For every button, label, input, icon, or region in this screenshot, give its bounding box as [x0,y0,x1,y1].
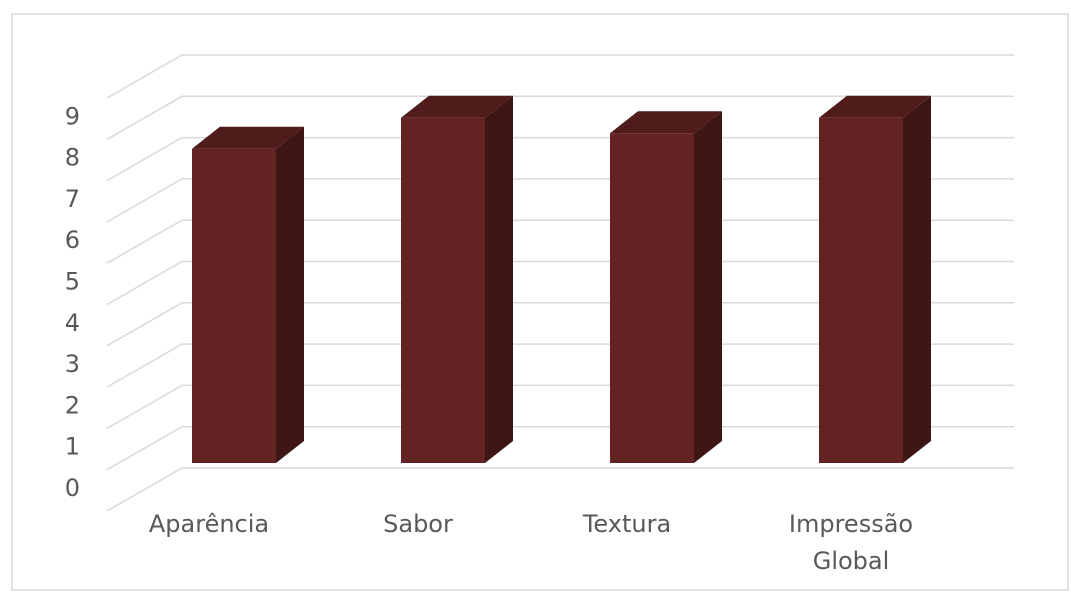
bar-top [192,126,304,149]
gridline-7 [106,178,1014,223]
bar-side [903,95,931,464]
category-label: Textura [582,510,671,538]
y-tick-label: 6 [65,226,80,254]
category-label: Aparência [149,510,269,538]
y-tick-label: 4 [65,309,80,337]
category-label-line: Impressão [789,510,913,538]
gridline-10 [106,54,1014,99]
gridline-1 [106,425,1014,471]
bar-top [819,95,931,118]
bar-front [192,148,276,463]
gridline-6 [106,219,1014,264]
category-label: Sabor [383,510,453,538]
bar-1 [192,126,304,463]
gridline-3 [106,343,1014,388]
y-tick-label: 5 [65,268,80,296]
x-axis: Aparência Sabor Textura Impressão Global [149,510,913,575]
gridline-5 [106,260,1014,306]
y-tick-label: 8 [65,144,80,172]
gridline-2 [106,384,1014,430]
gridlines [106,54,1014,512]
y-tick-label: 0 [65,474,80,502]
bar-front [610,133,694,463]
y-tick-label: 9 [65,102,80,130]
category-label: Impressão Global [789,510,913,575]
bar-4 [819,95,931,464]
bar-top [610,111,722,134]
y-tick-label: 1 [65,433,80,461]
bars [192,95,931,464]
category-label-line: Global [813,547,890,575]
bar-side [276,126,304,463]
gridline-0 [106,467,1014,512]
bar-2 [401,95,513,464]
gridline-4 [106,302,1014,347]
bar-front [819,117,903,464]
category-label-line: Textura [582,510,671,538]
bar-top [401,95,513,118]
bar-side [694,111,722,463]
y-tick-label: 7 [65,185,80,213]
category-label-line: Aparência [149,510,269,538]
y-tick-label: 2 [65,391,80,419]
y-tick-label: 3 [65,350,80,378]
category-label-line: Sabor [383,510,453,538]
gridline-9 [106,95,1014,140]
bar-front [401,117,485,464]
gridline-8 [106,136,1014,182]
y-axis: 0 1 2 3 4 5 6 7 8 9 [65,102,80,502]
bar-3 [610,111,722,463]
bar-side [485,95,513,464]
